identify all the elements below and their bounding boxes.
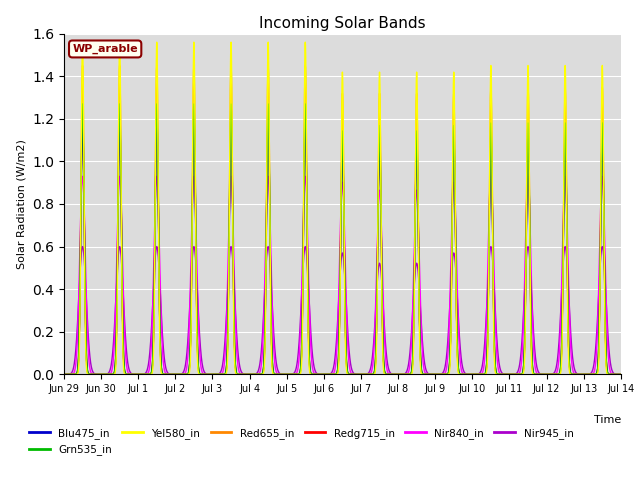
Legend: Blu475_in, Grn535_in, Yel580_in, Red655_in, Redg715_in, Nir840_in, Nir945_in: Blu475_in, Grn535_in, Yel580_in, Red655_…: [25, 424, 578, 459]
Text: WP_arable: WP_arable: [72, 44, 138, 54]
Text: Time: Time: [593, 415, 621, 425]
Y-axis label: Solar Radiation (W/m2): Solar Radiation (W/m2): [17, 139, 27, 269]
Title: Incoming Solar Bands: Incoming Solar Bands: [259, 16, 426, 31]
